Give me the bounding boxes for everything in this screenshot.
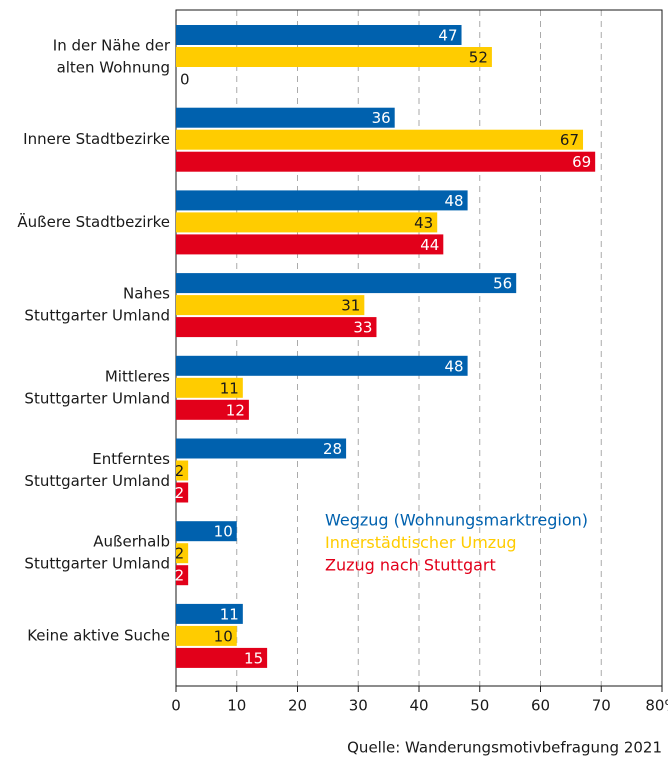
category-label: Äußere Stadtbezirke (17, 212, 170, 231)
data-label: 31 (341, 297, 360, 315)
category-label: Außerhalb (93, 533, 170, 551)
bar (176, 273, 517, 294)
bar (176, 107, 395, 128)
data-label: 2 (175, 567, 185, 585)
x-tick-label: 50 (470, 697, 489, 715)
category-label: Innere Stadtbezirke (23, 130, 170, 148)
x-tick-label: 30 (349, 697, 368, 715)
category-label: Mittleres (105, 367, 170, 385)
source: Quelle: Wanderungsmotivbefragung 2021 (347, 739, 662, 757)
bar (176, 190, 468, 211)
data-label: 11 (220, 379, 239, 397)
data-label: 10 (214, 523, 233, 541)
data-label: 28 (323, 440, 342, 458)
data-label: 15 (244, 649, 263, 667)
category-label: Keine aktive Suche (27, 626, 170, 644)
bar (176, 438, 347, 459)
data-label: 12 (226, 401, 245, 419)
bar (176, 295, 365, 316)
x-tick-label: 40 (409, 697, 428, 715)
data-label: 67 (560, 131, 579, 149)
data-label: 48 (445, 357, 464, 375)
bar (176, 47, 492, 67)
category-label: alten Wohnung (57, 59, 170, 77)
bar (176, 543, 189, 564)
data-label: 36 (372, 109, 391, 127)
legend-entry: Wegzug (Wohnungsmarktregion) (325, 511, 588, 530)
bar (176, 234, 444, 255)
data-label: 2 (175, 484, 185, 502)
x-tick-label: 80% (645, 697, 668, 715)
bar (176, 399, 249, 420)
category-label: Nahes (123, 285, 170, 303)
data-label: 0 (180, 71, 190, 89)
bar (176, 603, 243, 624)
bar (176, 212, 438, 233)
data-label: 2 (175, 545, 185, 563)
x-tick-label: 0 (171, 697, 181, 715)
data-label: 44 (420, 236, 439, 254)
bar (176, 377, 243, 398)
category-label: Stuttgarter Umland (24, 472, 170, 490)
data-label: 11 (220, 605, 239, 623)
data-label: 48 (445, 192, 464, 210)
bar (176, 151, 596, 172)
data-label: 56 (493, 275, 512, 293)
category-label: Stuttgarter Umland (24, 389, 170, 407)
category-label: Entferntes (92, 450, 170, 468)
bar (176, 482, 189, 503)
data-label: 69 (572, 153, 591, 171)
legend-entry: Innerstädtischer Umzug (325, 533, 516, 552)
data-label: 2 (175, 462, 185, 480)
plot-frame (175, 9, 663, 687)
data-label: 33 (353, 319, 372, 337)
bar (176, 25, 462, 45)
bar (176, 460, 189, 481)
x-tick-label: 20 (288, 697, 307, 715)
bar (176, 317, 377, 338)
bar (176, 521, 237, 542)
category-label: In der Nähe der (53, 37, 171, 55)
bar (176, 565, 189, 586)
x-tick-label: 60 (531, 697, 550, 715)
bar (176, 129, 584, 150)
category-label: Stuttgarter Umland (24, 555, 170, 573)
bar (176, 625, 237, 646)
data-label: 10 (214, 627, 233, 645)
legend-entry: Zuzug nach Stuttgart (325, 556, 496, 575)
data-label: 43 (414, 214, 433, 232)
bar (176, 647, 268, 668)
x-tick-label: 70 (592, 697, 611, 715)
category-label: Stuttgarter Umland (24, 307, 170, 325)
data-label: 47 (438, 27, 457, 45)
data-label: 52 (469, 49, 488, 67)
bar (176, 355, 468, 376)
x-tick-label: 10 (227, 697, 246, 715)
